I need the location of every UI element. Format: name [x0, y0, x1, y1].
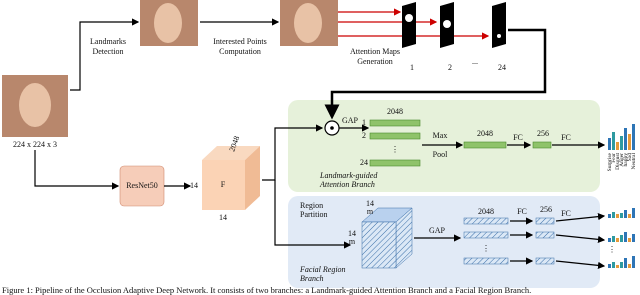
fc-label: FC	[561, 209, 571, 218]
output-bars	[608, 124, 635, 268]
dim-label: 2048	[387, 107, 403, 116]
arrow	[274, 180, 352, 249]
label: Computation	[219, 47, 261, 56]
attention-panel	[288, 100, 600, 192]
emotion-label: Anger	[619, 153, 625, 167]
emotion-label: Disgust	[615, 153, 621, 170]
arrow	[34, 150, 120, 190]
size-label: 14	[348, 229, 356, 238]
caption: Figure 1: Pipeline of the Occlusion Adap…	[2, 285, 531, 295]
fc-label: FC	[561, 133, 571, 142]
feature-row	[369, 159, 421, 167]
dots: ⋮	[482, 244, 490, 253]
dim-label: 256	[537, 129, 549, 138]
branch-name: Landmark-guided	[319, 171, 378, 180]
emotion-label: happy	[623, 153, 629, 167]
label: Interested Points	[213, 37, 267, 46]
arrow	[324, 28, 547, 120]
arrow	[70, 18, 140, 91]
feature-row	[532, 141, 552, 149]
branch-name: Branch	[300, 274, 324, 283]
row-label: 2	[362, 131, 366, 140]
feature-row	[369, 132, 421, 140]
cube-top	[202, 146, 260, 160]
label: Landmarks	[90, 37, 126, 46]
dim-label: 256	[540, 205, 552, 214]
feature-row	[463, 141, 507, 149]
dots: ⋮	[608, 245, 616, 254]
map-label: 1	[410, 63, 414, 72]
emotion-label: Fear	[611, 153, 617, 163]
map-label: ...	[472, 57, 478, 66]
region-panel	[288, 196, 600, 288]
partition-label: Partition	[300, 210, 328, 219]
m-label: m	[349, 237, 356, 246]
dim-label: 2048	[477, 129, 493, 138]
row-label: 1	[362, 118, 366, 127]
face	[19, 83, 51, 127]
gap-label: GAP	[429, 226, 446, 235]
resnet-label: ResNet50	[126, 181, 158, 190]
pool-label: Max	[433, 131, 448, 140]
row-label: ⋮	[391, 145, 399, 154]
feature-height: 14	[190, 181, 198, 190]
cube-front	[202, 160, 245, 210]
feature-width: 14	[219, 213, 227, 222]
region-cube-front	[361, 221, 397, 269]
feature-row	[369, 119, 421, 127]
fc-label: FC	[513, 133, 523, 142]
branch-name: Attention Branch	[319, 180, 375, 189]
row-label: 24	[360, 158, 368, 167]
label: Attention Maps	[350, 47, 400, 56]
dim-label: 2048	[478, 207, 494, 216]
region-features	[463, 213, 606, 269]
emotion-label: Surprise	[607, 152, 613, 171]
input-size: 224 x 224 x 3	[13, 140, 57, 149]
map-label: 2	[448, 63, 452, 72]
arrow	[262, 124, 324, 181]
fc-label: FC	[517, 207, 527, 216]
face	[294, 3, 322, 43]
gap-label: GAP	[342, 116, 359, 125]
product-dot	[330, 126, 334, 130]
branch-name: Facial Region	[299, 265, 346, 274]
pool-label: Pool	[433, 150, 448, 159]
emotion-label: Sad	[627, 153, 633, 162]
label: Detection	[92, 47, 123, 56]
map-label: 24	[498, 63, 506, 72]
m-label: m	[367, 207, 374, 216]
face	[154, 3, 182, 43]
partition-label: Region	[300, 201, 323, 210]
feature-label: F	[221, 180, 226, 189]
emotion-label: Neutral	[631, 153, 637, 170]
label: Generation	[357, 57, 393, 66]
size-label: 14	[366, 199, 374, 208]
cube-side	[245, 146, 260, 210]
attention-maps	[402, 2, 506, 48]
